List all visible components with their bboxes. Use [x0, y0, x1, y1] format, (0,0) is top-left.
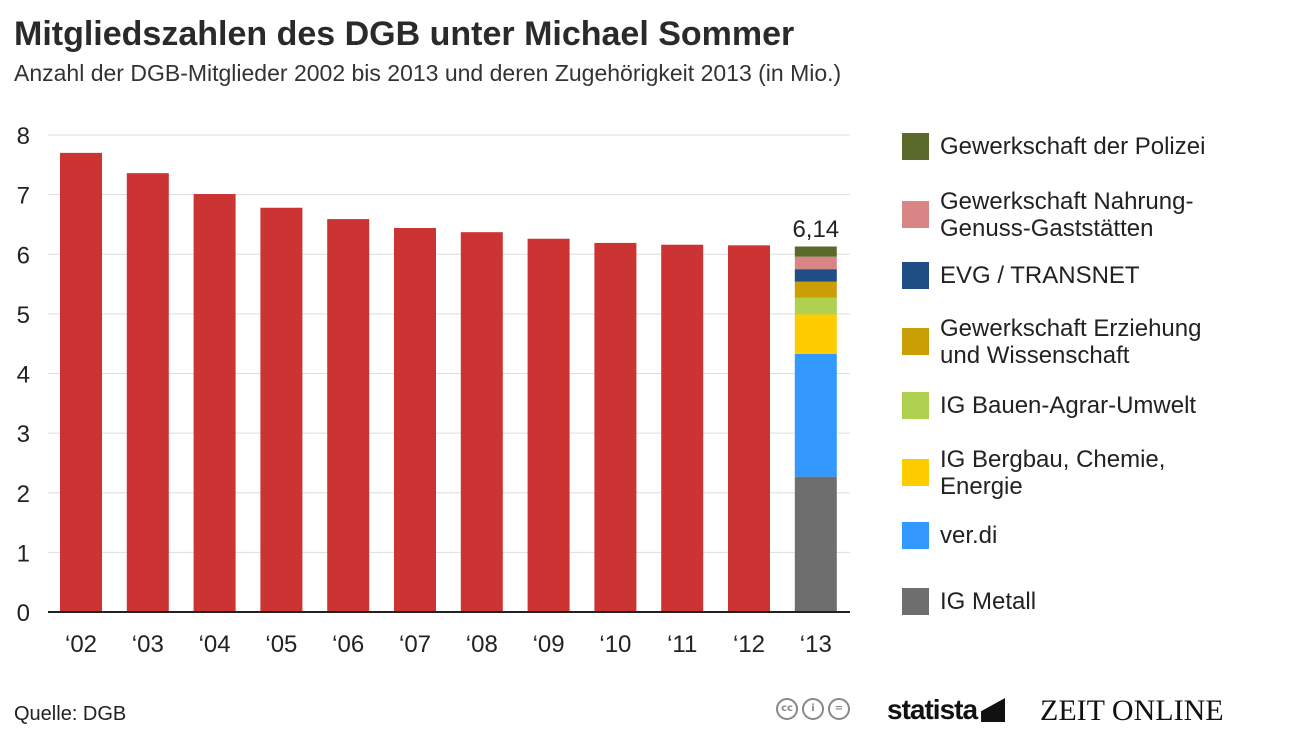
bar [260, 207, 303, 612]
x-tick-label: ‘11 [667, 631, 697, 658]
x-tick-label: ‘08 [466, 631, 498, 658]
legend-label-line: IG Bergbau, Chemie, [940, 446, 1166, 473]
total-label: 6,14 [792, 216, 839, 243]
legend-swatch [902, 392, 929, 419]
legend-swatch [902, 133, 929, 160]
bar [728, 245, 770, 612]
statista-logo[interactable]: statista [887, 694, 1006, 726]
legend-swatch [902, 201, 929, 228]
legend-item: IG Bergbau, Chemie, Energie [902, 446, 1292, 500]
legend-label: IG Bauen-Agrar-Umwelt [940, 392, 1196, 419]
stacked-segment [794, 314, 837, 354]
y-tick-label: 5 [17, 302, 30, 329]
legend-swatch [902, 262, 929, 289]
stacked-segment [794, 476, 837, 612]
license-icons: cc i = [776, 698, 850, 720]
y-tick-label: 7 [17, 183, 30, 210]
source-note: Quelle: DGB [14, 703, 127, 725]
legend-label-line: IG Metall [940, 588, 1037, 615]
statista-mark-icon [981, 698, 1006, 722]
legend-label-line: Genuss-Gaststätten [940, 215, 1154, 242]
legend-label: ver.di [940, 522, 997, 549]
legend-label-line: Gewerkschaft der Polizei [940, 133, 1206, 160]
legend-item: Gewerkschaft Erziehung und Wissenschaft [902, 315, 1292, 369]
x-tick-label: ‘06 [332, 631, 364, 658]
y-tick-label: 0 [17, 600, 30, 627]
legend-label-line: Gewerkschaft Nahrung- [940, 188, 1194, 215]
legend-item: Gewerkschaft Nahrung- Genuss-Gaststätten [902, 188, 1292, 242]
legend-label: IG Bergbau, Chemie, Energie [940, 446, 1165, 500]
chart-title: Mitgliedszahlen des DGB unter Michael So… [14, 15, 795, 53]
legend-item: EVG / TRANSNET [902, 262, 1292, 289]
stacked-segment [794, 297, 837, 315]
bar [460, 232, 503, 612]
legend-label-line: Gewerkschaft Erziehung [940, 315, 1202, 342]
legend-label-line: Energie [940, 473, 1023, 500]
bar [126, 173, 169, 612]
bar [527, 238, 570, 612]
y-tick-label: 6 [17, 242, 30, 269]
legend-item: ver.di [902, 522, 1292, 549]
cc-icon[interactable]: cc [776, 698, 798, 720]
legend-label: IG Metall [940, 588, 1036, 615]
legend-label: EVG / TRANSNET [940, 262, 1140, 289]
legend-label: Gewerkschaft der Polizei [940, 133, 1205, 160]
legend-swatch [902, 522, 929, 549]
y-tick-label: 1 [17, 540, 30, 567]
legend-item: Gewerkschaft der Polizei [902, 133, 1292, 160]
stacked-segment [794, 246, 837, 257]
x-tick-label: ‘12 [733, 631, 765, 658]
stacked-segment [794, 353, 837, 477]
legend-item: IG Metall [902, 588, 1292, 615]
legend-swatch [902, 328, 929, 355]
legend-label-line: und Wissenschaft [940, 342, 1130, 369]
x-tick-label: ‘02 [65, 631, 97, 658]
bar [327, 219, 370, 613]
legend-item: IG Bauen-Agrar-Umwelt [902, 392, 1292, 419]
legend-label-line: ver.di [940, 522, 998, 549]
legend-label: Gewerkschaft Erziehung und Wissenschaft [940, 315, 1201, 369]
x-tick-label: ‘13 [800, 631, 832, 658]
by-icon[interactable]: i [802, 698, 824, 720]
bar [661, 244, 704, 612]
legend-swatch [902, 459, 929, 486]
stacked-segment [794, 269, 837, 282]
x-tick-label: ‘05 [265, 631, 297, 658]
x-tick-label: ‘04 [199, 631, 231, 658]
bar [60, 152, 102, 612]
x-tick-label: ‘10 [599, 631, 631, 658]
y-tick-label: 4 [17, 362, 30, 389]
nd-icon[interactable]: = [828, 698, 850, 720]
legend-label-line: IG Bauen-Agrar-Umwelt [940, 392, 1197, 419]
legend-label: Gewerkschaft Nahrung- Genuss-Gaststätten [940, 188, 1193, 242]
zeit-online-logo[interactable]: ZEIT ONLINE [1040, 694, 1224, 727]
y-tick-label: 2 [17, 481, 30, 508]
bar [594, 242, 637, 612]
x-tick-label: ‘03 [132, 631, 164, 658]
x-tick-label: ‘07 [399, 631, 431, 658]
y-tick-label: 3 [17, 421, 30, 448]
stacked-segment [794, 256, 837, 270]
stacked-segment [794, 281, 837, 298]
statista-wordmark: statista [887, 694, 978, 725]
legend-label-line: EVG / TRANSNET [940, 262, 1140, 289]
chart-subtitle: Anzahl der DGB-Mitglieder 2002 bis 2013 … [14, 60, 842, 86]
bar [193, 194, 236, 612]
x-tick-label: ‘09 [533, 631, 565, 658]
y-tick-label: 8 [17, 123, 30, 150]
bar [394, 228, 436, 612]
legend-swatch [902, 588, 929, 615]
